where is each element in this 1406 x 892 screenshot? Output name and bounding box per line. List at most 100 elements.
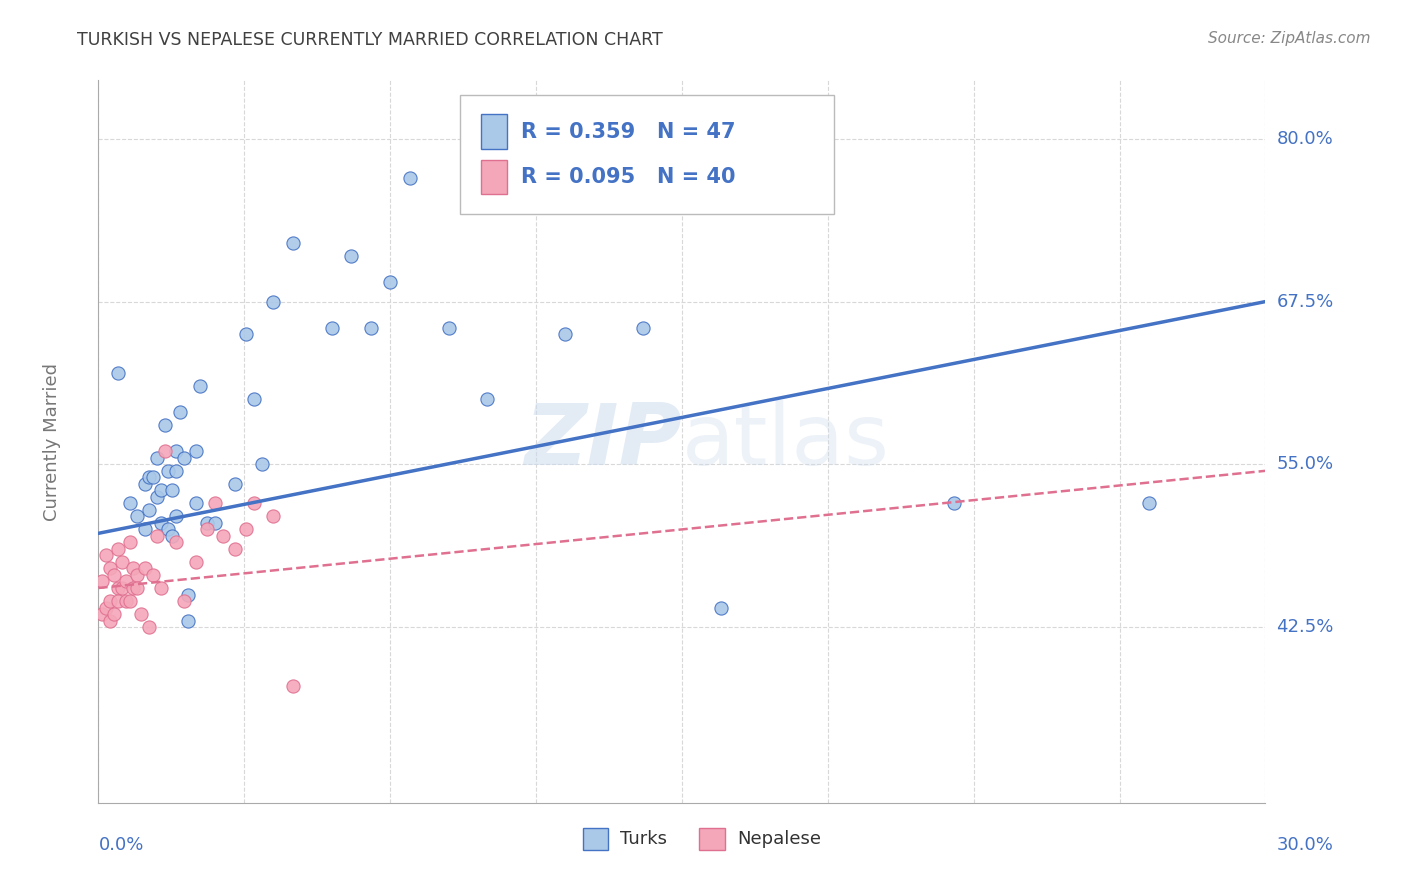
Text: Currently Married: Currently Married (42, 362, 60, 521)
Point (281, 235, 304, 250)
Text: Nepalese: Nepalese (737, 830, 821, 848)
Text: 30.0%: 30.0% (1277, 836, 1333, 855)
Point (114, 574, 136, 589)
Point (162, 483, 184, 498)
Point (157, 464, 180, 478)
Point (380, 275, 402, 289)
Text: 67.5%: 67.5% (1277, 293, 1334, 310)
Point (129, 607, 152, 621)
Point (91, 574, 114, 589)
Point (224, 476, 246, 491)
Text: R = 0.359   N = 47: R = 0.359 N = 47 (520, 121, 735, 142)
Point (153, 444, 176, 458)
Point (162, 529, 184, 543)
Point (98, 561, 121, 575)
Point (943, 496, 966, 510)
Point (195, 523, 218, 537)
Point (146, 450, 169, 465)
Point (146, 529, 169, 543)
Point (360, 320, 382, 334)
Point (107, 581, 129, 595)
Point (262, 294, 284, 309)
Point (146, 490, 169, 504)
FancyBboxPatch shape (582, 828, 609, 850)
Point (122, 581, 145, 595)
Point (224, 541, 246, 556)
Text: 0.0%: 0.0% (98, 836, 143, 855)
Point (177, 614, 200, 628)
Point (149, 581, 172, 595)
Point (165, 509, 187, 524)
Text: Turks: Turks (620, 830, 666, 848)
Point (243, 496, 266, 510)
Text: Source: ZipAtlas.com: Source: ZipAtlas.com (1208, 31, 1371, 46)
Point (235, 523, 257, 537)
Text: ZIP: ZIP (524, 400, 682, 483)
Text: 80.0%: 80.0% (1277, 130, 1333, 148)
Point (184, 444, 207, 458)
Point (118, 496, 141, 510)
Point (107, 594, 129, 608)
Point (138, 503, 160, 517)
Point (127, 509, 149, 524)
Point (169, 405, 191, 419)
Point (142, 470, 165, 484)
Point (91, 607, 114, 621)
Text: R = 0.095   N = 40: R = 0.095 N = 40 (520, 167, 735, 187)
Text: TURKISH VS NEPALESE CURRENTLY MARRIED CORRELATION CHART: TURKISH VS NEPALESE CURRENTLY MARRIED CO… (77, 31, 664, 49)
Point (437, 320, 460, 334)
Point (127, 568, 149, 582)
FancyBboxPatch shape (481, 114, 508, 149)
Point (184, 555, 207, 569)
Point (114, 594, 136, 608)
Point (243, 392, 266, 407)
FancyBboxPatch shape (460, 95, 834, 214)
Point (165, 464, 187, 478)
Point (177, 587, 200, 601)
Point (188, 379, 211, 393)
Point (173, 450, 195, 465)
Point (165, 535, 187, 549)
Point (710, 600, 733, 615)
Point (142, 568, 165, 582)
Point (165, 444, 187, 458)
Point (184, 496, 207, 510)
Point (96, 549, 118, 563)
Point (204, 516, 226, 530)
Point (134, 523, 156, 537)
Point (281, 679, 304, 693)
Point (122, 561, 145, 575)
Point (398, 170, 420, 185)
Point (554, 327, 576, 342)
Point (96, 600, 118, 615)
Point (1137, 496, 1160, 510)
Text: 55.0%: 55.0% (1277, 455, 1334, 474)
Point (111, 581, 134, 595)
Point (477, 392, 499, 407)
Point (103, 607, 125, 621)
Point (340, 249, 363, 263)
Text: 42.5%: 42.5% (1277, 618, 1334, 636)
Point (204, 496, 226, 510)
Point (195, 516, 218, 530)
Point (235, 327, 257, 342)
Point (107, 366, 129, 380)
Point (98, 614, 121, 628)
Point (107, 541, 129, 556)
Point (250, 458, 273, 472)
Point (118, 594, 141, 608)
Text: atlas: atlas (682, 400, 890, 483)
Point (173, 594, 195, 608)
Point (127, 581, 149, 595)
Point (111, 555, 134, 569)
Point (262, 509, 284, 524)
FancyBboxPatch shape (481, 160, 508, 194)
FancyBboxPatch shape (699, 828, 725, 850)
Point (212, 529, 235, 543)
Point (153, 418, 176, 433)
Point (138, 620, 160, 634)
Point (134, 476, 156, 491)
Point (103, 568, 125, 582)
Point (149, 483, 172, 498)
Point (98, 594, 121, 608)
